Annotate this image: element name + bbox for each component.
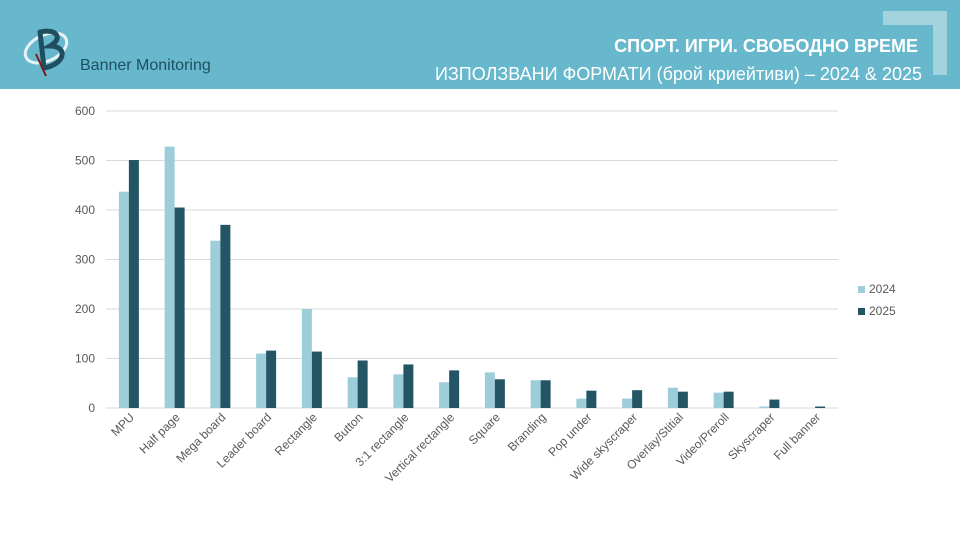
- bar-2025: [769, 399, 780, 408]
- bar-2024: [256, 353, 267, 408]
- y-tick-label: 600: [75, 104, 95, 118]
- x-tick-label: Branding: [505, 410, 549, 454]
- bar-2024: [667, 387, 678, 408]
- bar-2025: [494, 379, 505, 408]
- legend-label-2025: 2025: [869, 304, 896, 318]
- y-tick-label: 400: [75, 203, 95, 217]
- y-tick-label: 200: [75, 302, 95, 316]
- bar-2024: [484, 372, 495, 408]
- bar-2024: [622, 398, 633, 408]
- chart-title: ИЗПОЛЗВАНИ ФОРМАТИ (брой криейтиви) – 20…: [434, 64, 922, 84]
- x-tick-label: Square: [466, 410, 503, 447]
- y-tick-label: 300: [75, 253, 95, 267]
- bar-2024: [118, 191, 129, 408]
- bar-2025: [677, 391, 688, 408]
- bar-2024: [210, 240, 221, 408]
- bar-2024: [530, 380, 541, 408]
- bar-2025: [357, 360, 368, 408]
- bar-2024: [439, 382, 450, 408]
- x-tick-label: Half page: [137, 410, 183, 456]
- bar-2025: [815, 406, 826, 408]
- bar-2024: [301, 309, 312, 408]
- brand-name: Banner Monitoring: [80, 57, 211, 74]
- bar-2024: [393, 374, 404, 408]
- bar-2025: [403, 364, 414, 408]
- bar-2024: [713, 392, 724, 408]
- bar-2025: [220, 224, 231, 408]
- bar-2024: [347, 377, 358, 408]
- bar-2025: [540, 380, 551, 408]
- x-tick-label: Skyscraper: [725, 410, 777, 462]
- y-tick-label: 0: [88, 401, 95, 415]
- x-tick-label: Pop under: [545, 410, 594, 459]
- page-title: СПОРТ. ИГРИ. СВОБОДНО ВРЕМЕ: [614, 36, 918, 56]
- y-tick-label: 100: [75, 352, 95, 366]
- bar-2025: [174, 207, 185, 408]
- bar-2025: [723, 391, 734, 408]
- bar-2024: [576, 398, 587, 408]
- bar-2025: [266, 350, 277, 408]
- bar-2024: [164, 146, 175, 408]
- legend-swatch-2024: [858, 286, 865, 293]
- corner-bracket-icon: [883, 11, 947, 75]
- logo-icon: [23, 28, 69, 77]
- x-tick-label: MPU: [108, 410, 137, 439]
- y-tick-label: 500: [75, 154, 95, 168]
- bar-2025: [449, 370, 460, 408]
- bar-2025: [128, 160, 139, 408]
- legend-swatch-2025: [858, 308, 865, 315]
- legend-label-2024: 2024: [869, 282, 896, 296]
- x-tick-label: Full banner: [771, 410, 823, 462]
- x-tick-label: Rectangle: [272, 410, 320, 458]
- x-tick-label: Button: [331, 410, 365, 444]
- header-band: Banner Monitoring СПОРТ. ИГРИ. СВОБОДНО …: [0, 0, 960, 89]
- bar-2024: [759, 406, 770, 408]
- bar-2025: [311, 351, 322, 408]
- bar-2025: [586, 390, 597, 408]
- bar-2025: [632, 390, 643, 408]
